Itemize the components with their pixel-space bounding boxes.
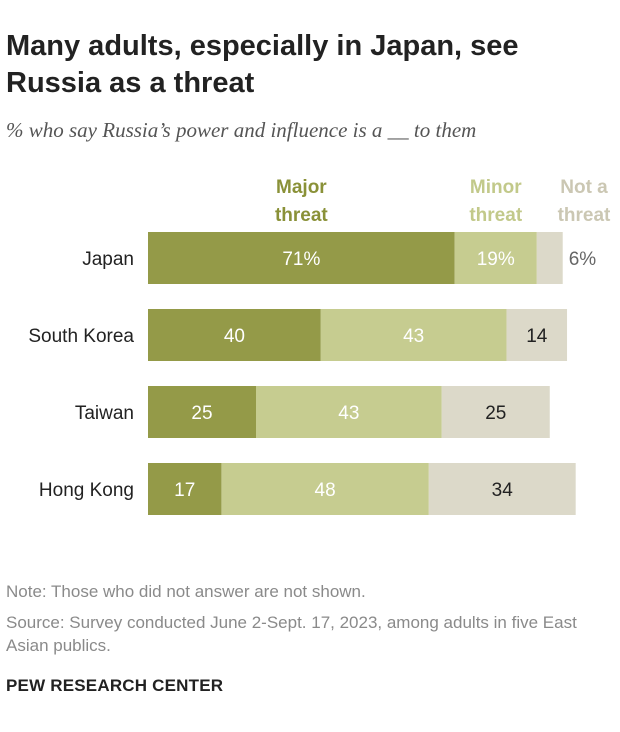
chart-subtitle: % who say Russia’s power and influence i…	[6, 118, 477, 142]
data-label-south-korea-not-a-threat: 14	[526, 326, 548, 347]
legend-label-minor-threat-line-1: Minor	[470, 177, 522, 198]
data-label-hong-kong-major-threat: 17	[174, 480, 195, 501]
stacked-bar-chart: Major threat Minor threat Not a threat Japan 71…	[28, 177, 611, 515]
data-label-japan-major-threat: 71%	[282, 249, 320, 270]
chart-title: Many adults, especially in Japan, see Ru…	[6, 30, 519, 99]
data-label-taiwan-major-threat: 25	[191, 403, 212, 424]
data-label-taiwan-minor-threat: 43	[338, 403, 359, 424]
category-label-japan: Japan	[82, 249, 134, 270]
bar-south-korea-minor-threat	[320, 309, 507, 361]
bar-hong-kong-major-threat	[148, 463, 222, 515]
data-label-japan-minor-threat: 19%	[477, 249, 515, 270]
bar-taiwan-minor-threat	[256, 386, 442, 438]
bar-south-korea-not-a-threat	[506, 309, 568, 361]
bar-taiwan-not-a-threat	[441, 386, 550, 438]
chart-note: Note: Those who did not answer are not s…	[6, 582, 366, 601]
data-label-south-korea-minor-threat: 43	[403, 326, 424, 347]
bar-japan-minor-threat	[454, 232, 537, 284]
legend-label-minor-threat-line-2: threat	[469, 205, 522, 226]
category-label-taiwan: Taiwan	[75, 403, 134, 424]
pew-brand-label: PEW RESEARCH CENTER	[6, 676, 224, 695]
category-label-hong-kong: Hong Kong	[39, 480, 134, 501]
data-label-hong-kong-not-a-threat: 34	[492, 480, 514, 501]
legend-label-not-a-threat-line-2: threat	[558, 205, 611, 226]
bar-hong-kong-not-a-threat	[428, 463, 576, 515]
data-label-japan-not-a-threat: 6%	[569, 249, 597, 270]
data-label-taiwan-not-a-threat: 25	[485, 403, 506, 424]
bar-taiwan-major-threat	[148, 386, 256, 438]
category-label-south-korea: South Korea	[28, 326, 134, 347]
chart-source: Source: Survey conducted June 2-Sept. 17…	[6, 613, 577, 655]
bar-south-korea-major-threat	[148, 309, 321, 361]
legend-label-not-a-threat-line-1: Not a	[560, 177, 608, 198]
bar-japan-major-threat	[148, 232, 455, 284]
bar-hong-kong-minor-threat	[221, 463, 429, 515]
legend-label-major-threat-line-2: threat	[275, 205, 328, 226]
bar-japan-not-a-threat	[536, 232, 563, 284]
data-label-hong-kong-minor-threat: 48	[315, 480, 336, 501]
data-label-south-korea-major-threat: 40	[224, 326, 245, 347]
legend-label-major-threat-line-1: Major	[276, 177, 327, 198]
